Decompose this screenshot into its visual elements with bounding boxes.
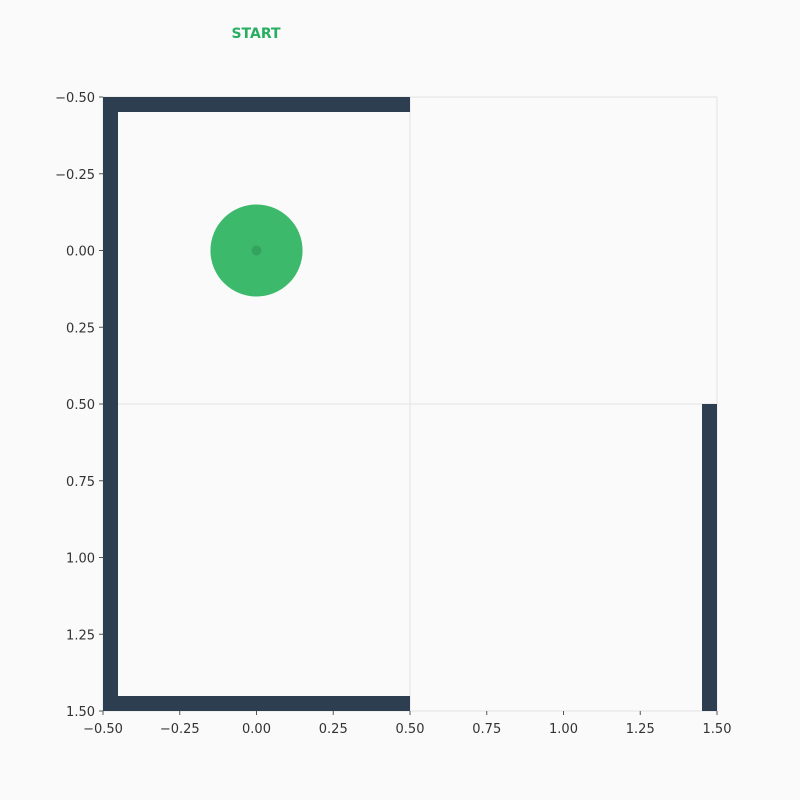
y-tick-label: −0.50 [55,91,95,106]
maze-wall [103,696,410,711]
y-tick-label: −0.25 [55,168,95,183]
player [210,204,303,297]
x-tick-label: 0.25 [319,722,348,737]
x-tick-label: 0.75 [472,722,501,737]
y-tick-label: 0.50 [66,398,95,413]
maze-wall [702,404,717,711]
y-tick-label: 0.75 [66,475,95,490]
y-tick-label: 1.25 [66,628,95,643]
x-tick-label: 1.25 [626,722,655,737]
y-axis-ticks: −0.50 −0.25 0.00 0.25 0.50 0.75 1.00 1.25 1.50 [55,91,103,720]
start-label: START [231,26,281,42]
y-tick-label: 1.50 [66,705,95,720]
y-tick-label: 1.00 [66,552,95,567]
x-tick-label: 0.50 [396,722,425,737]
x-axis-ticks: −0.50 −0.25 0.00 0.25 0.50 0.75 1.00 1.25 1.50 [83,711,731,737]
x-tick-label: 1.00 [549,722,578,737]
x-tick-label: 0.00 [242,722,271,737]
x-tick-label: −0.25 [160,722,200,737]
y-tick-label: 0.25 [66,321,95,336]
player-center-dot [251,245,262,256]
maze-wall [103,97,410,112]
walls [103,97,717,711]
y-tick-label: 0.00 [66,245,95,260]
x-tick-label: −0.50 [83,722,123,737]
x-tick-label: 1.50 [703,722,732,737]
maze-wall [103,97,118,711]
